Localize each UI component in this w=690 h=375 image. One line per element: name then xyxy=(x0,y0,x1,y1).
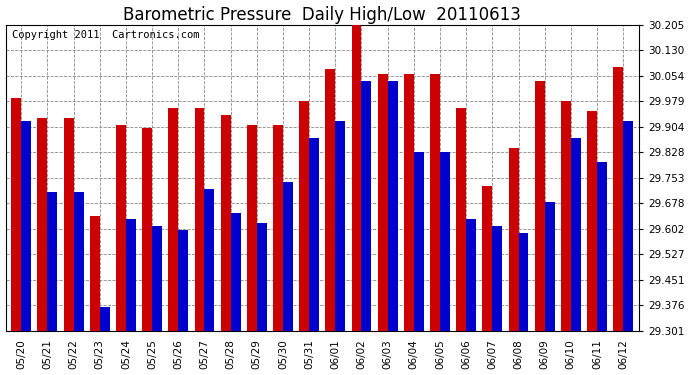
Bar xyxy=(456,108,466,375)
Bar xyxy=(571,138,581,375)
Bar xyxy=(518,233,529,375)
Bar xyxy=(404,74,414,375)
Bar xyxy=(48,192,57,375)
Bar xyxy=(535,81,544,375)
Bar xyxy=(493,226,502,375)
Bar xyxy=(247,125,257,375)
Title: Barometric Pressure  Daily High/Low  20110613: Barometric Pressure Daily High/Low 20110… xyxy=(124,6,521,24)
Bar xyxy=(414,152,424,375)
Bar xyxy=(482,186,493,375)
Bar xyxy=(221,115,230,375)
Bar xyxy=(544,202,555,375)
Bar xyxy=(116,125,126,375)
Bar xyxy=(388,81,397,375)
Bar xyxy=(597,162,607,375)
Bar xyxy=(100,307,110,375)
Bar xyxy=(509,148,518,375)
Bar xyxy=(21,122,31,375)
Bar xyxy=(440,152,450,375)
Bar xyxy=(152,226,162,375)
Bar xyxy=(90,216,100,375)
Bar xyxy=(37,118,48,375)
Bar xyxy=(142,128,152,375)
Bar xyxy=(11,98,21,375)
Bar xyxy=(63,118,74,375)
Bar xyxy=(623,122,633,375)
Bar xyxy=(362,81,371,375)
Bar xyxy=(587,111,597,375)
Bar xyxy=(126,219,136,375)
Bar xyxy=(377,74,388,375)
Bar xyxy=(613,68,623,375)
Bar xyxy=(351,22,362,375)
Text: Copyright 2011  Cartronics.com: Copyright 2011 Cartronics.com xyxy=(12,30,199,40)
Bar xyxy=(74,192,83,375)
Bar xyxy=(230,213,241,375)
Bar xyxy=(204,189,215,375)
Bar xyxy=(257,223,267,375)
Bar xyxy=(168,108,178,375)
Bar xyxy=(309,138,319,375)
Bar xyxy=(283,182,293,375)
Bar xyxy=(466,219,476,375)
Bar xyxy=(561,101,571,375)
Bar xyxy=(430,74,440,375)
Bar xyxy=(335,122,345,375)
Bar xyxy=(299,101,309,375)
Bar xyxy=(195,108,204,375)
Bar xyxy=(326,69,335,375)
Bar xyxy=(178,230,188,375)
Bar xyxy=(273,125,283,375)
